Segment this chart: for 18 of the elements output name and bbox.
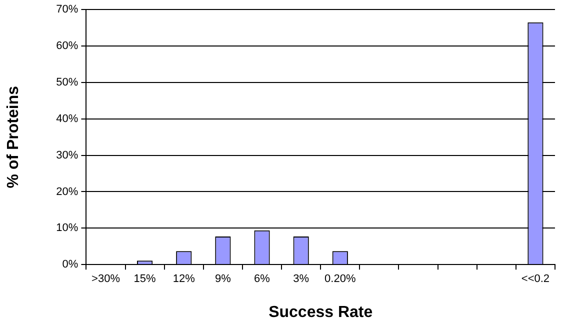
x-axis-title: Success Rate (268, 304, 373, 321)
x-tick-label: 12% (172, 273, 196, 286)
y-tick-label: 0% (62, 258, 78, 271)
y-tick-label: 10% (56, 222, 78, 234)
x-tick-label: 0.20% (324, 273, 356, 286)
x-tick-label: >30% (92, 273, 120, 286)
x-tick-label: 3% (293, 273, 310, 286)
y-axis-title: % of Proteins (5, 86, 22, 188)
x-tick-label: 6% (254, 273, 270, 286)
x-tick-label: 15% (134, 273, 156, 286)
y-tick-label: 40% (56, 112, 78, 125)
y-tick-label: 20% (56, 186, 78, 198)
y-tick-label: 30% (56, 149, 78, 162)
x-tick-label: 9% (214, 273, 232, 286)
x-tick-label: <<0.2 (521, 273, 550, 286)
y-tick-label: 60% (56, 40, 78, 52)
y-tick-label: 70% (56, 4, 78, 16)
y-tick-label: 50% (56, 76, 78, 88)
